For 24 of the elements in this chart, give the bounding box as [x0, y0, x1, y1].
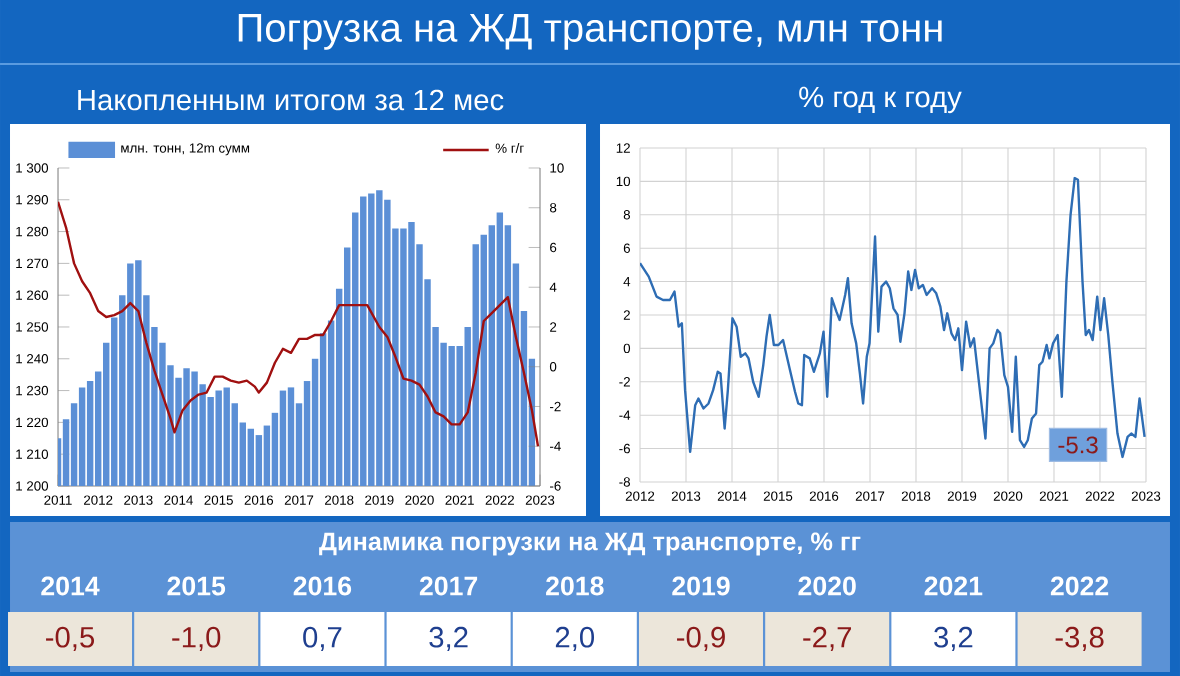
x-tick-label: 2018 [546, 576, 604, 596]
chart-subtitle: Накопленным итогом за 12 мес [78, 89, 504, 111]
x-tick-label: 2020 [798, 576, 856, 596]
data-label: -1,0 [172, 626, 221, 652]
data-label: -0,5 [46, 626, 95, 652]
chart-title: % год к году [799, 86, 962, 114]
data-label: 0,7 [303, 626, 342, 652]
x-tick-label: 2015 [167, 576, 226, 596]
annotation: -5.3 [1058, 436, 1098, 454]
data-label: -3,8 [1055, 626, 1104, 652]
data-label: 3,2 [934, 626, 973, 652]
line-series [640, 176, 1146, 459]
data-label: -0,9 [677, 626, 725, 652]
data-label: -2,7 [803, 626, 851, 652]
x-tick-label: 2021 [924, 576, 983, 596]
data-label: 2,0 [555, 626, 595, 652]
chart-title: Погрузка на ЖД транспорте, млн тонн [238, 14, 942, 50]
x-tick-label: 2022 [1050, 576, 1109, 596]
x-tick-label: 2017 [419, 576, 478, 596]
x-tick-label: 2014 [41, 576, 100, 596]
x-tick-label: 2019 [672, 576, 730, 596]
chart-title: Динамика погрузки на ЖД транспорте, % гг [319, 532, 861, 556]
x-tick-label: 2016 [293, 576, 352, 596]
data-label: 3,2 [429, 626, 468, 652]
